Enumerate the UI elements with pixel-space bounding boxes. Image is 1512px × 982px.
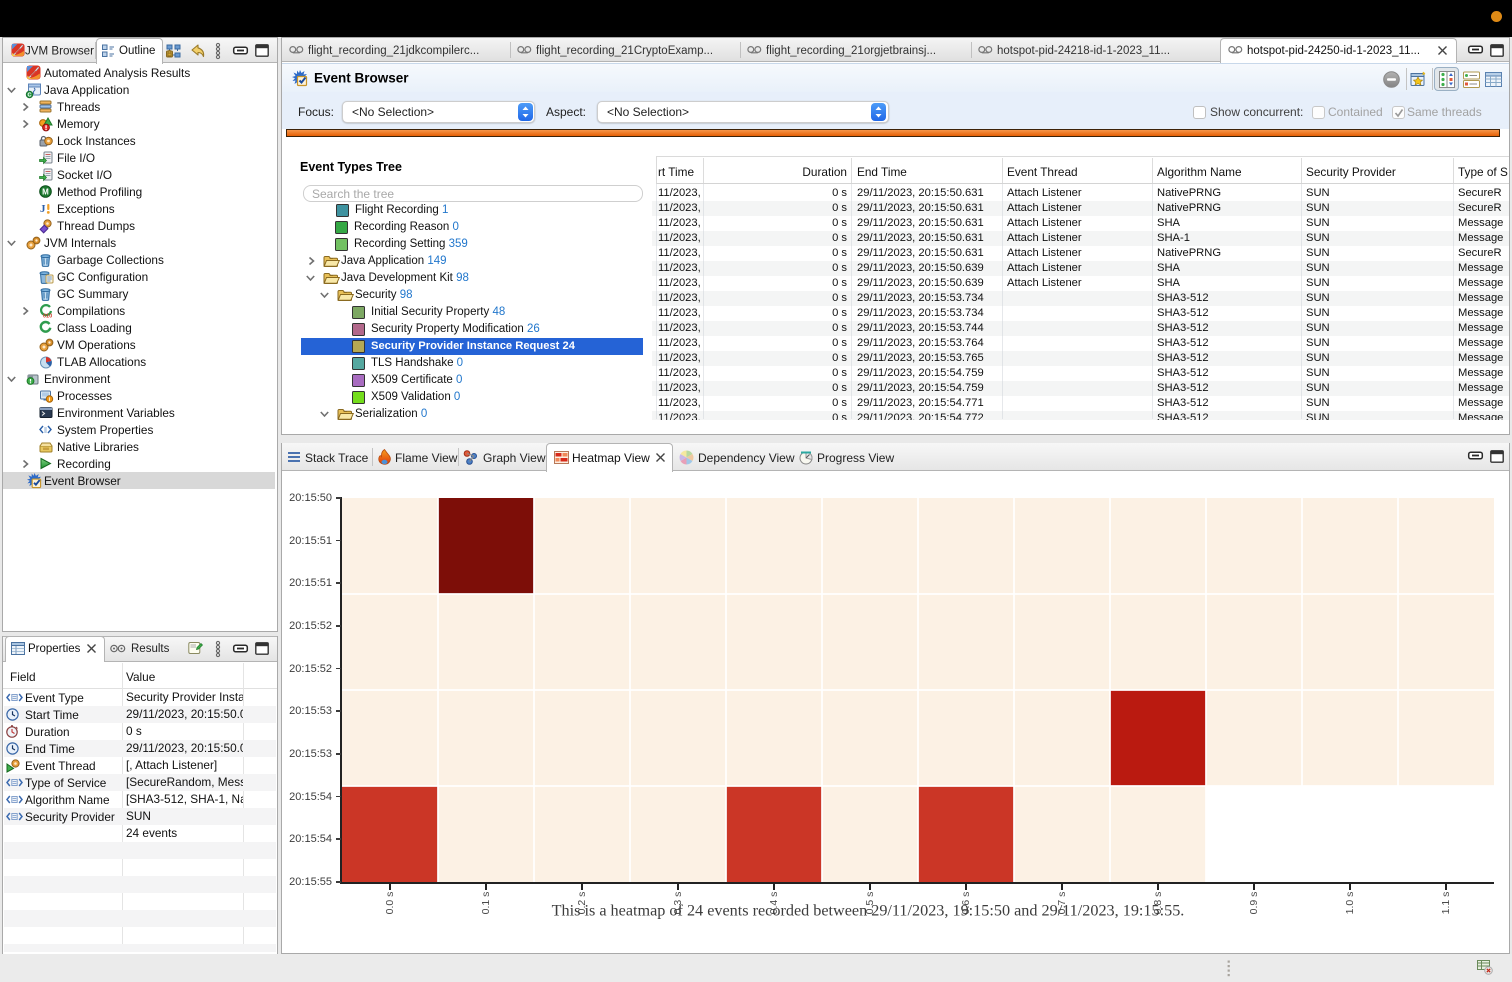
svg-text:M: M <box>42 187 49 196</box>
svg-text:i: i <box>49 397 51 403</box>
svg-text:J: J <box>40 203 46 215</box>
svg-text:C: C <box>28 92 32 98</box>
svg-text:010: 010 <box>43 313 52 319</box>
